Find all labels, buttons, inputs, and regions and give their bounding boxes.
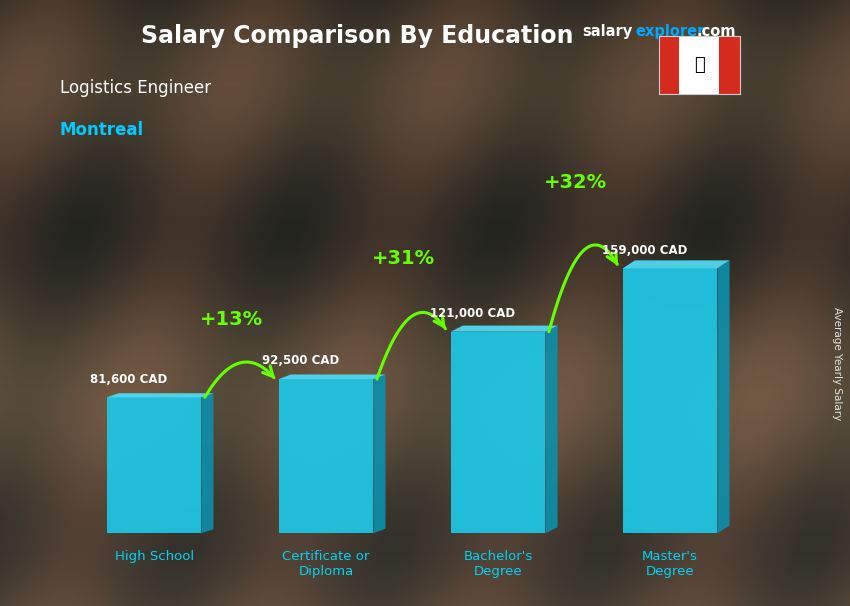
Polygon shape [107, 393, 213, 398]
Polygon shape [201, 393, 213, 533]
Text: +31%: +31% [372, 249, 435, 268]
Text: 159,000 CAD: 159,000 CAD [602, 244, 687, 256]
Text: salary: salary [582, 24, 632, 39]
Polygon shape [373, 375, 386, 533]
Polygon shape [623, 268, 717, 533]
Bar [659, 36, 679, 94]
Polygon shape [546, 325, 558, 533]
Text: Average Yearly Salary: Average Yearly Salary [832, 307, 842, 420]
Polygon shape [279, 375, 386, 379]
Polygon shape [450, 325, 558, 331]
Text: Montreal: Montreal [60, 121, 144, 139]
Text: .com: .com [697, 24, 736, 39]
Text: +32%: +32% [544, 173, 607, 191]
Polygon shape [279, 379, 373, 533]
Text: 92,500 CAD: 92,500 CAD [262, 355, 339, 367]
Polygon shape [107, 398, 201, 533]
Text: 81,600 CAD: 81,600 CAD [90, 373, 167, 385]
Text: Salary Comparison By Education: Salary Comparison By Education [141, 24, 573, 48]
Text: 121,000 CAD: 121,000 CAD [430, 307, 515, 320]
Text: Logistics Engineer: Logistics Engineer [60, 79, 211, 97]
Polygon shape [717, 261, 729, 533]
Text: explorer: explorer [635, 24, 705, 39]
Text: 🍁: 🍁 [694, 56, 705, 74]
Polygon shape [450, 331, 546, 533]
Text: +13%: +13% [200, 310, 264, 329]
Polygon shape [623, 261, 729, 268]
Bar [719, 36, 740, 94]
